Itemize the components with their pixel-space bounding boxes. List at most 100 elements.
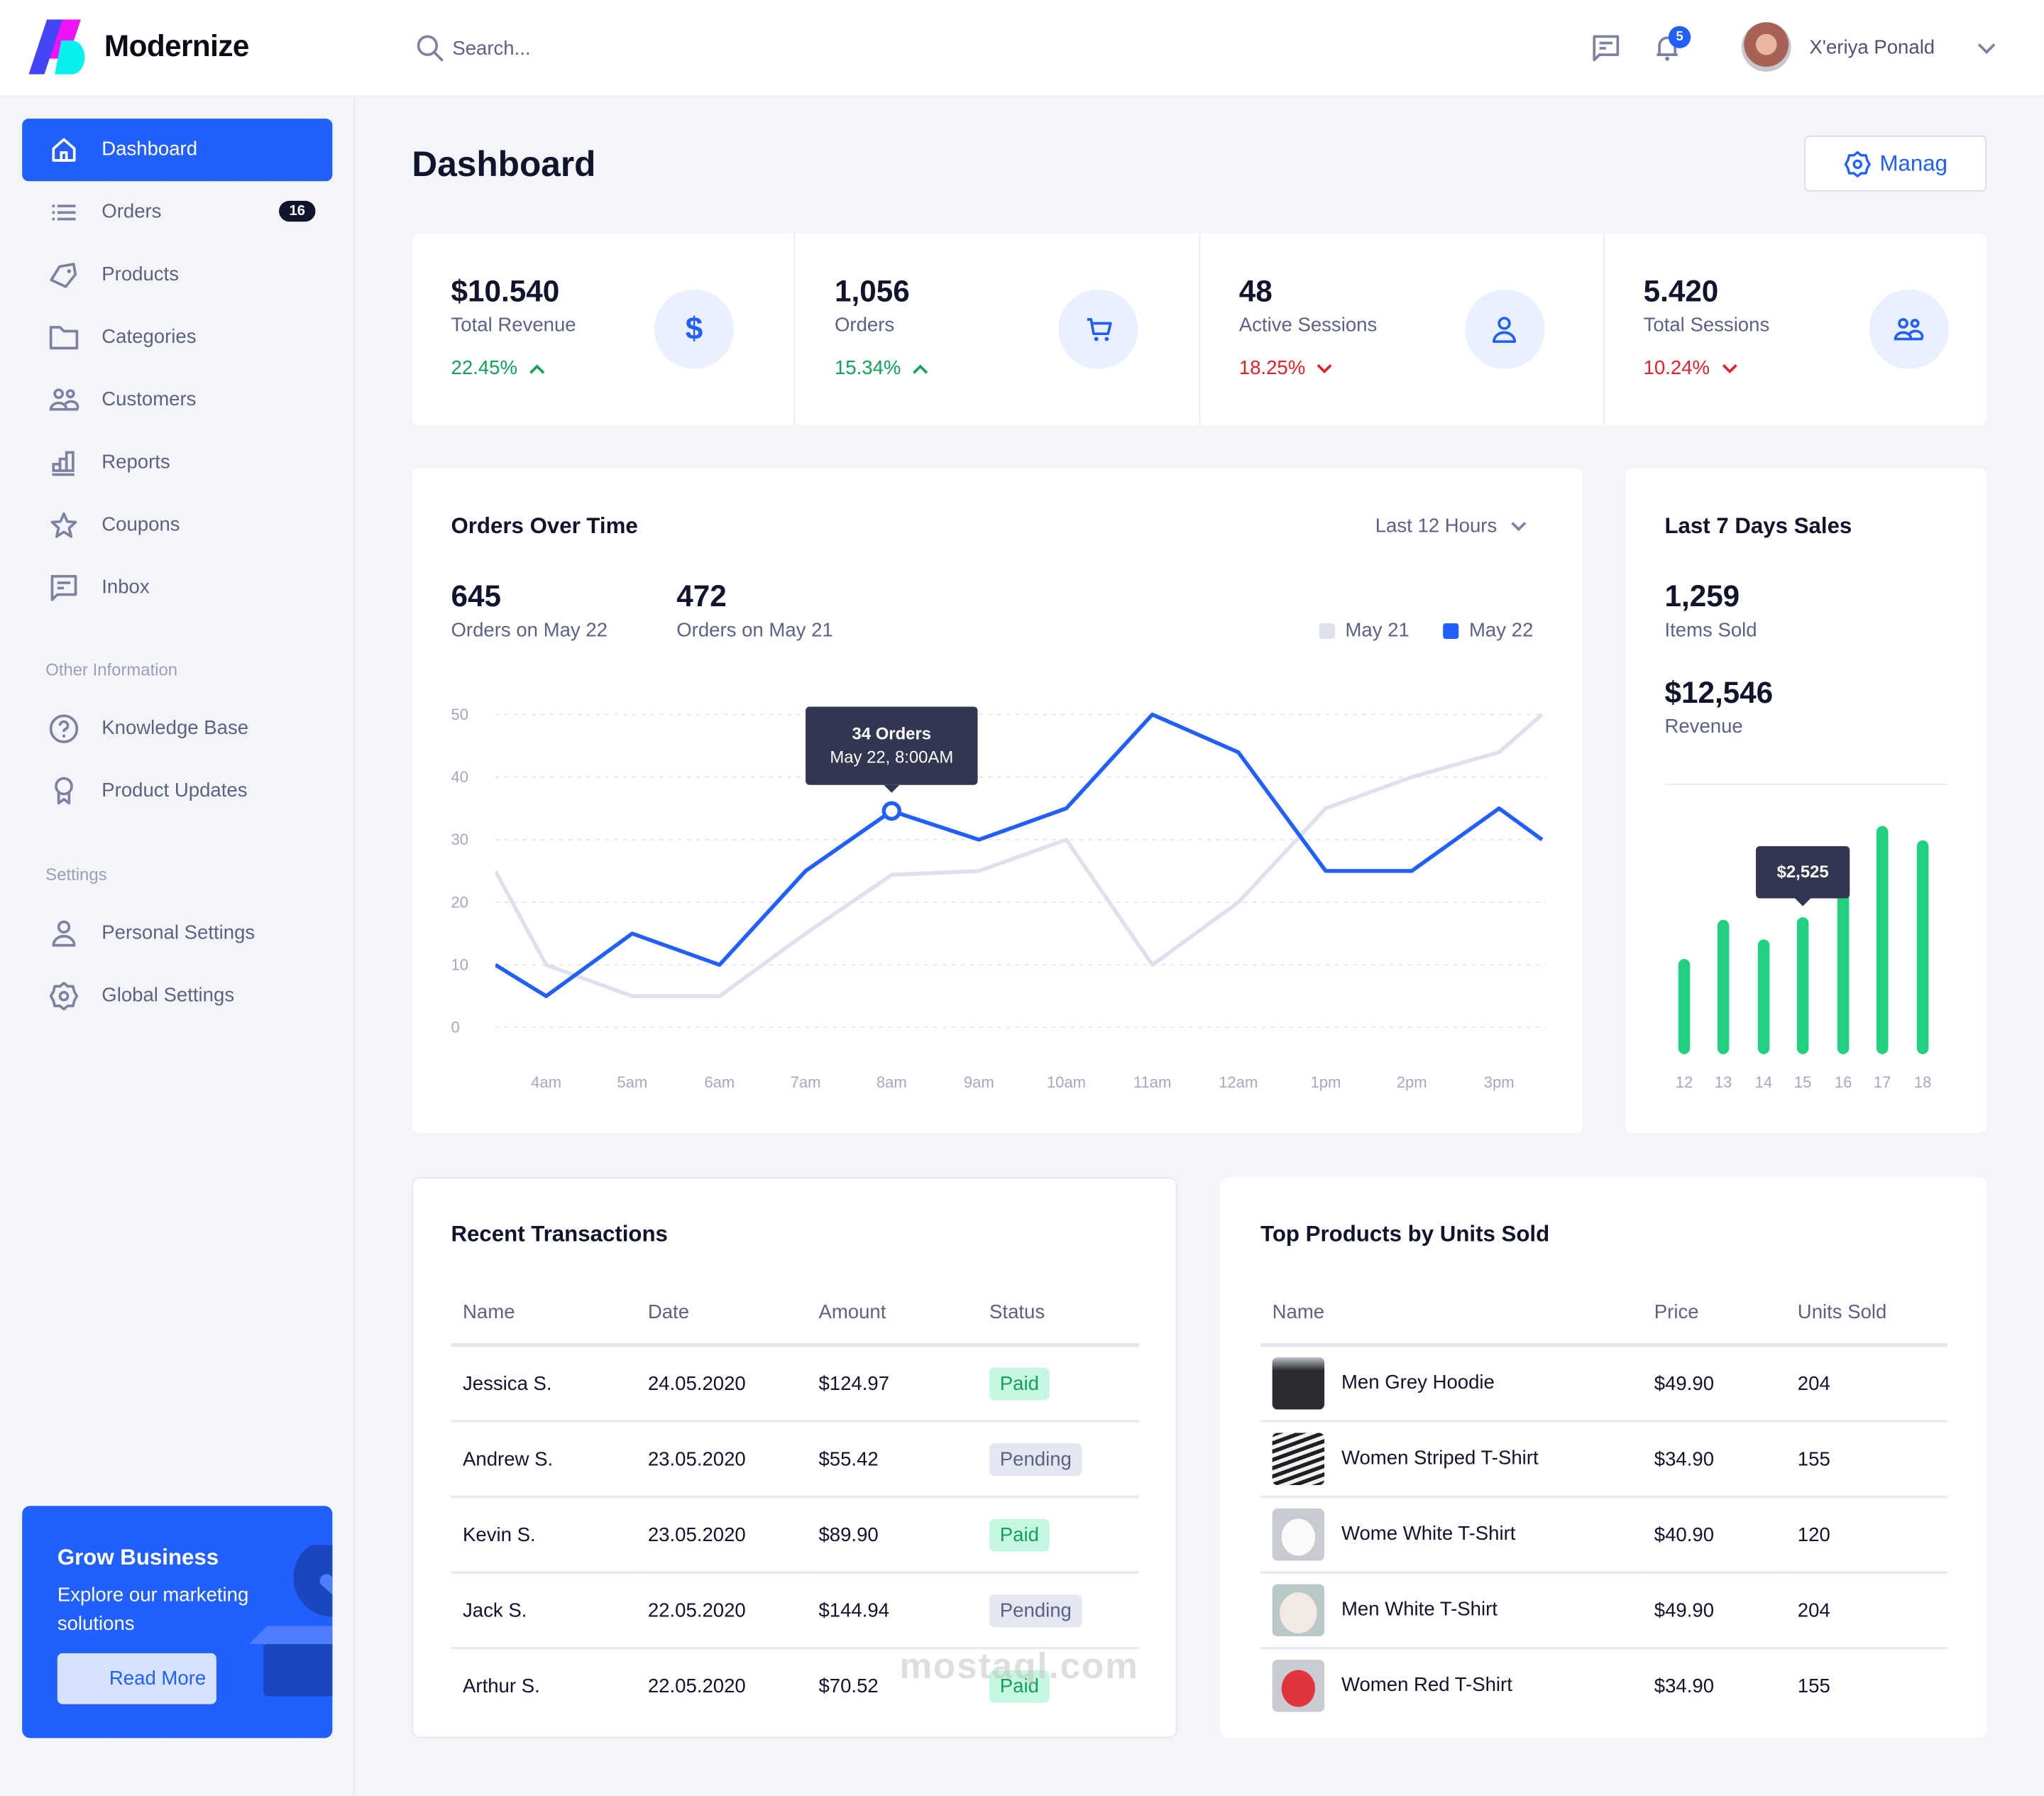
sidebar-item-label: Personal Settings	[101, 921, 256, 944]
product-name: Men Grey Hoodie	[1341, 1371, 1495, 1394]
x-tick: 12	[1675, 1073, 1693, 1092]
sidebar-item-inbox[interactable]: Inbox	[22, 557, 332, 619]
series-may21-line	[495, 713, 1544, 998]
table-header-row: Name Date Amount Status	[451, 1280, 1140, 1347]
table-row[interactable]: Wome White T-Shirt $40.90 120	[1260, 1496, 1948, 1574]
bar-chart-icon	[48, 447, 79, 478]
column-header[interactable]: Price	[1642, 1280, 1786, 1347]
sidebar-item-orders[interactable]: Orders 16	[22, 181, 332, 243]
sidebar-item-global-settings[interactable]: Global Settings	[22, 965, 332, 1027]
cell-amount: $70.52	[818, 1675, 879, 1697]
sidebar-item-dashboard[interactable]: Dashboard	[22, 119, 333, 182]
manage-button-label: Manag	[1879, 150, 1948, 176]
sidebar-section-other: Other Information	[45, 659, 178, 679]
stat-label: Total Revenue	[451, 314, 576, 336]
user-avatar[interactable]	[1741, 22, 1791, 72]
sidebar-item-coupons[interactable]: Coupons	[22, 494, 332, 557]
cell-units: 120	[1786, 1496, 1948, 1574]
column-header[interactable]: Name	[1260, 1280, 1643, 1347]
stat-value: 5.420	[1643, 273, 1719, 308]
x-tick: 2pm	[1396, 1073, 1427, 1092]
read-more-button[interactable]: Read More	[57, 1653, 216, 1704]
watermark: mostaql.com	[899, 1645, 1139, 1686]
sidebar-item-products[interactable]: Products	[22, 243, 332, 306]
orders-line-chart	[495, 712, 1546, 1029]
table-row[interactable]: Arthur S. 22.05.2020 $70.52 Paid	[451, 1648, 1139, 1723]
legend-may22[interactable]: May 22	[1443, 619, 1534, 642]
x-tick: 10am	[1046, 1073, 1086, 1092]
sidebar-item-label: Product Updates	[101, 779, 248, 802]
cell-amount: $124.97	[806, 1345, 978, 1423]
sidebar-item-customers[interactable]: Customers	[22, 369, 332, 432]
folder-icon	[48, 322, 79, 354]
stat-label: Active Sessions	[1238, 314, 1378, 336]
legend-may21[interactable]: May 21	[1319, 619, 1410, 642]
y-tick: 20	[451, 893, 469, 911]
column-header[interactable]: Units Sold	[1786, 1280, 1948, 1347]
divider	[1664, 783, 1948, 785]
sidebar-item-categories[interactable]: Categories	[22, 307, 332, 369]
stat-change: 15.34%	[835, 357, 930, 379]
user-name[interactable]: X'eriya Ponald	[1809, 36, 1935, 59]
stat-active-sessions: 48 Active Sessions 18.25%	[1200, 233, 1605, 425]
x-tick: 11am	[1133, 1073, 1172, 1092]
cell-units: 155	[1786, 1421, 1948, 1499]
table-row[interactable]: Women Red T-Shirt $34.90 155	[1260, 1648, 1947, 1723]
messages-button[interactable]	[1589, 31, 1623, 65]
cell-price: $34.90	[1654, 1675, 1715, 1697]
table-row[interactable]: Women Striped T-Shirt $34.90 155	[1260, 1421, 1948, 1499]
manage-button[interactable]: Manag	[1803, 136, 1987, 192]
column-header[interactable]: Name	[451, 1280, 637, 1347]
status-badge: Pending	[989, 1442, 1082, 1476]
stat-change-value: 15.34%	[834, 357, 901, 380]
users-icon	[1894, 317, 1924, 340]
sidebar-item-personal-settings[interactable]: Personal Settings	[22, 902, 332, 965]
arrow-up-icon	[913, 363, 928, 373]
table-row[interactable]: Men Grey Hoodie $49.90 204	[1260, 1345, 1948, 1423]
orders-count-badge: 16	[279, 200, 316, 222]
column-header[interactable]: Amount	[806, 1280, 978, 1347]
cell-status: Pending	[977, 1572, 1140, 1650]
promo-text: Explore our marketing solutions	[57, 1584, 249, 1636]
sidebar-item-product-updates[interactable]: Product Updates	[22, 760, 332, 823]
items-sold-label: Items Sold	[1664, 619, 1757, 642]
table-row[interactable]: Kevin S. 23.05.2020 $89.90 Paid	[451, 1496, 1140, 1574]
promo-title: Grow Business	[57, 1545, 219, 1570]
orders-over-time-card	[412, 468, 1583, 1134]
legend-label: May 22	[1468, 619, 1534, 642]
product-thumbnail	[1272, 1357, 1325, 1410]
sidebar-item-knowledge-base[interactable]: Knowledge Base	[22, 698, 332, 760]
sidebar-item-label: Knowledge Base	[101, 717, 249, 740]
tooltip-title: 34 Orders	[852, 723, 932, 743]
brand-logo	[28, 19, 85, 75]
product-name: Women Striped T-Shirt	[1341, 1447, 1539, 1469]
x-tick: 7am	[790, 1073, 821, 1092]
range-select[interactable]: Last 12 Hours	[1375, 515, 1529, 537]
cell-name: Kevin S.	[451, 1496, 637, 1574]
table-row[interactable]: Jessica S. 24.05.2020 $124.97 Paid	[451, 1345, 1140, 1423]
arrow-down-icon	[1722, 363, 1737, 373]
home-icon	[48, 134, 79, 165]
gear-icon	[1844, 150, 1871, 177]
stat-icon-circle	[1464, 289, 1544, 369]
sidebar-item-reports[interactable]: Reports	[22, 432, 332, 494]
x-tick: 1pm	[1310, 1073, 1341, 1092]
cell-name: Men White T-Shirt	[1260, 1572, 1643, 1650]
last-7-days-title: Last 7 Days Sales	[1664, 513, 1852, 539]
chevron-down-icon[interactable]	[1975, 36, 1999, 60]
gear-icon	[48, 980, 79, 1012]
column-header[interactable]: Date	[636, 1280, 807, 1347]
column-header[interactable]: Status	[977, 1280, 1140, 1347]
cell-status: Paid	[977, 1345, 1140, 1423]
cell-name: Andrew S.	[451, 1421, 637, 1499]
sales-bar-chart	[1678, 826, 1929, 1054]
stat-change-value: 18.25%	[1238, 357, 1306, 380]
items-sold-value: 1,259	[1664, 579, 1740, 613]
stat-change-value: 10.24%	[1643, 357, 1710, 380]
table-row[interactable]: Jack S. 22.05.2020 $144.94 Pending	[451, 1572, 1140, 1650]
cell-amount: $55.42	[806, 1421, 978, 1499]
table-row[interactable]: Men White T-Shirt $49.90 204	[1260, 1572, 1948, 1650]
table-row[interactable]: Andrew S. 23.05.2020 $55.42 Pending	[451, 1421, 1140, 1499]
search-input[interactable]	[449, 28, 847, 68]
x-tick: 5am	[617, 1073, 648, 1092]
